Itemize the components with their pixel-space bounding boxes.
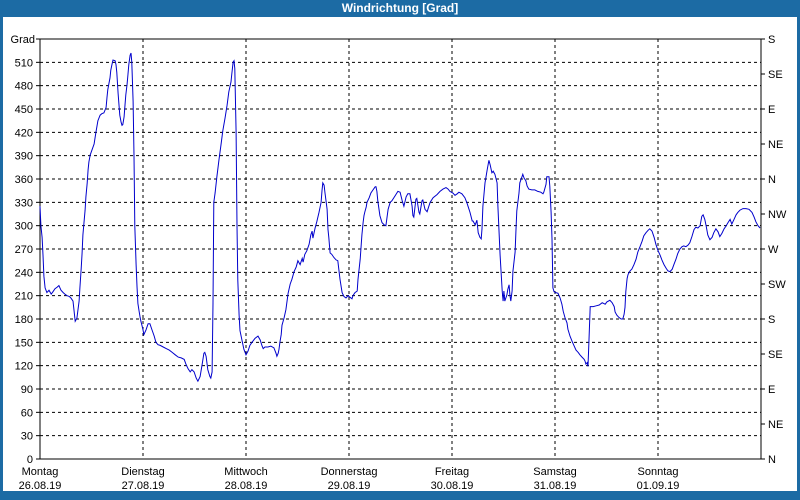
right-axis-label: S xyxy=(768,314,775,326)
left-axis-label: 390 xyxy=(15,151,33,163)
left-axis-label: 90 xyxy=(21,384,33,396)
left-axis-label: 300 xyxy=(15,221,33,233)
left-axis-label: 360 xyxy=(15,174,33,186)
day-label: Dienstag xyxy=(121,466,164,478)
right-axis-label: E xyxy=(768,104,775,116)
right-axis-label: E xyxy=(768,384,775,396)
wind-direction-line xyxy=(39,52,761,383)
right-axis-label: SW xyxy=(768,279,786,291)
date-label: 31.08.19 xyxy=(534,480,577,491)
date-label: 29.08.19 xyxy=(328,480,371,491)
date-label: 27.08.19 xyxy=(122,480,165,491)
left-axis-label: 180 xyxy=(15,314,33,326)
right-axis-label: S xyxy=(768,34,775,46)
left-axis-label: 510 xyxy=(15,57,33,69)
right-axis-label: N xyxy=(768,174,776,186)
day-label: Montag xyxy=(22,466,59,478)
date-label: 01.09.19 xyxy=(637,480,680,491)
window-title: Windrichtung [Grad] xyxy=(341,1,459,15)
right-axis-label: NE xyxy=(768,419,783,431)
date-label: 28.08.19 xyxy=(225,480,268,491)
right-axis-label: SE xyxy=(768,349,783,361)
left-axis-label: 270 xyxy=(15,244,33,256)
right-axis-label: NW xyxy=(768,209,787,221)
date-label: 30.08.19 xyxy=(431,480,474,491)
day-label: Donnerstag xyxy=(321,466,378,478)
left-axis-label: 60 xyxy=(21,407,33,419)
right-axis-label: NE xyxy=(768,139,783,151)
day-label: Freitag xyxy=(435,466,469,478)
right-axis-label: N xyxy=(768,454,776,466)
right-axis-label: W xyxy=(768,244,779,256)
date-label: 26.08.19 xyxy=(19,480,62,491)
left-axis-label: 30 xyxy=(21,431,33,443)
left-axis-label: 240 xyxy=(15,267,33,279)
left-axis-label: 450 xyxy=(15,104,33,116)
left-axis-label: 210 xyxy=(15,291,33,303)
left-axis-label: 150 xyxy=(15,337,33,349)
left-axis-label: 420 xyxy=(15,127,33,139)
day-label: Mittwoch xyxy=(224,466,267,478)
day-label: Samstag xyxy=(533,466,576,478)
right-axis-label: SE xyxy=(768,69,783,81)
day-label: Sonntag xyxy=(638,466,679,478)
wind-direction-chart: 0 30 60 90 120 150 180 210 240 270 300 330 360 390 420… xyxy=(11,34,787,491)
window-titlebar: Windrichtung [Grad] xyxy=(0,0,800,17)
chart-area: 0 30 60 90 120 150 180 210 240 270 300 330 360 390 420… xyxy=(3,17,797,491)
left-axis-label: 120 xyxy=(15,361,33,373)
left-axis-label: 480 xyxy=(15,81,33,93)
left-axis-unit-label: Grad xyxy=(11,34,35,46)
left-axis-label: 0 xyxy=(27,454,33,466)
left-axis-label: 330 xyxy=(15,197,33,209)
